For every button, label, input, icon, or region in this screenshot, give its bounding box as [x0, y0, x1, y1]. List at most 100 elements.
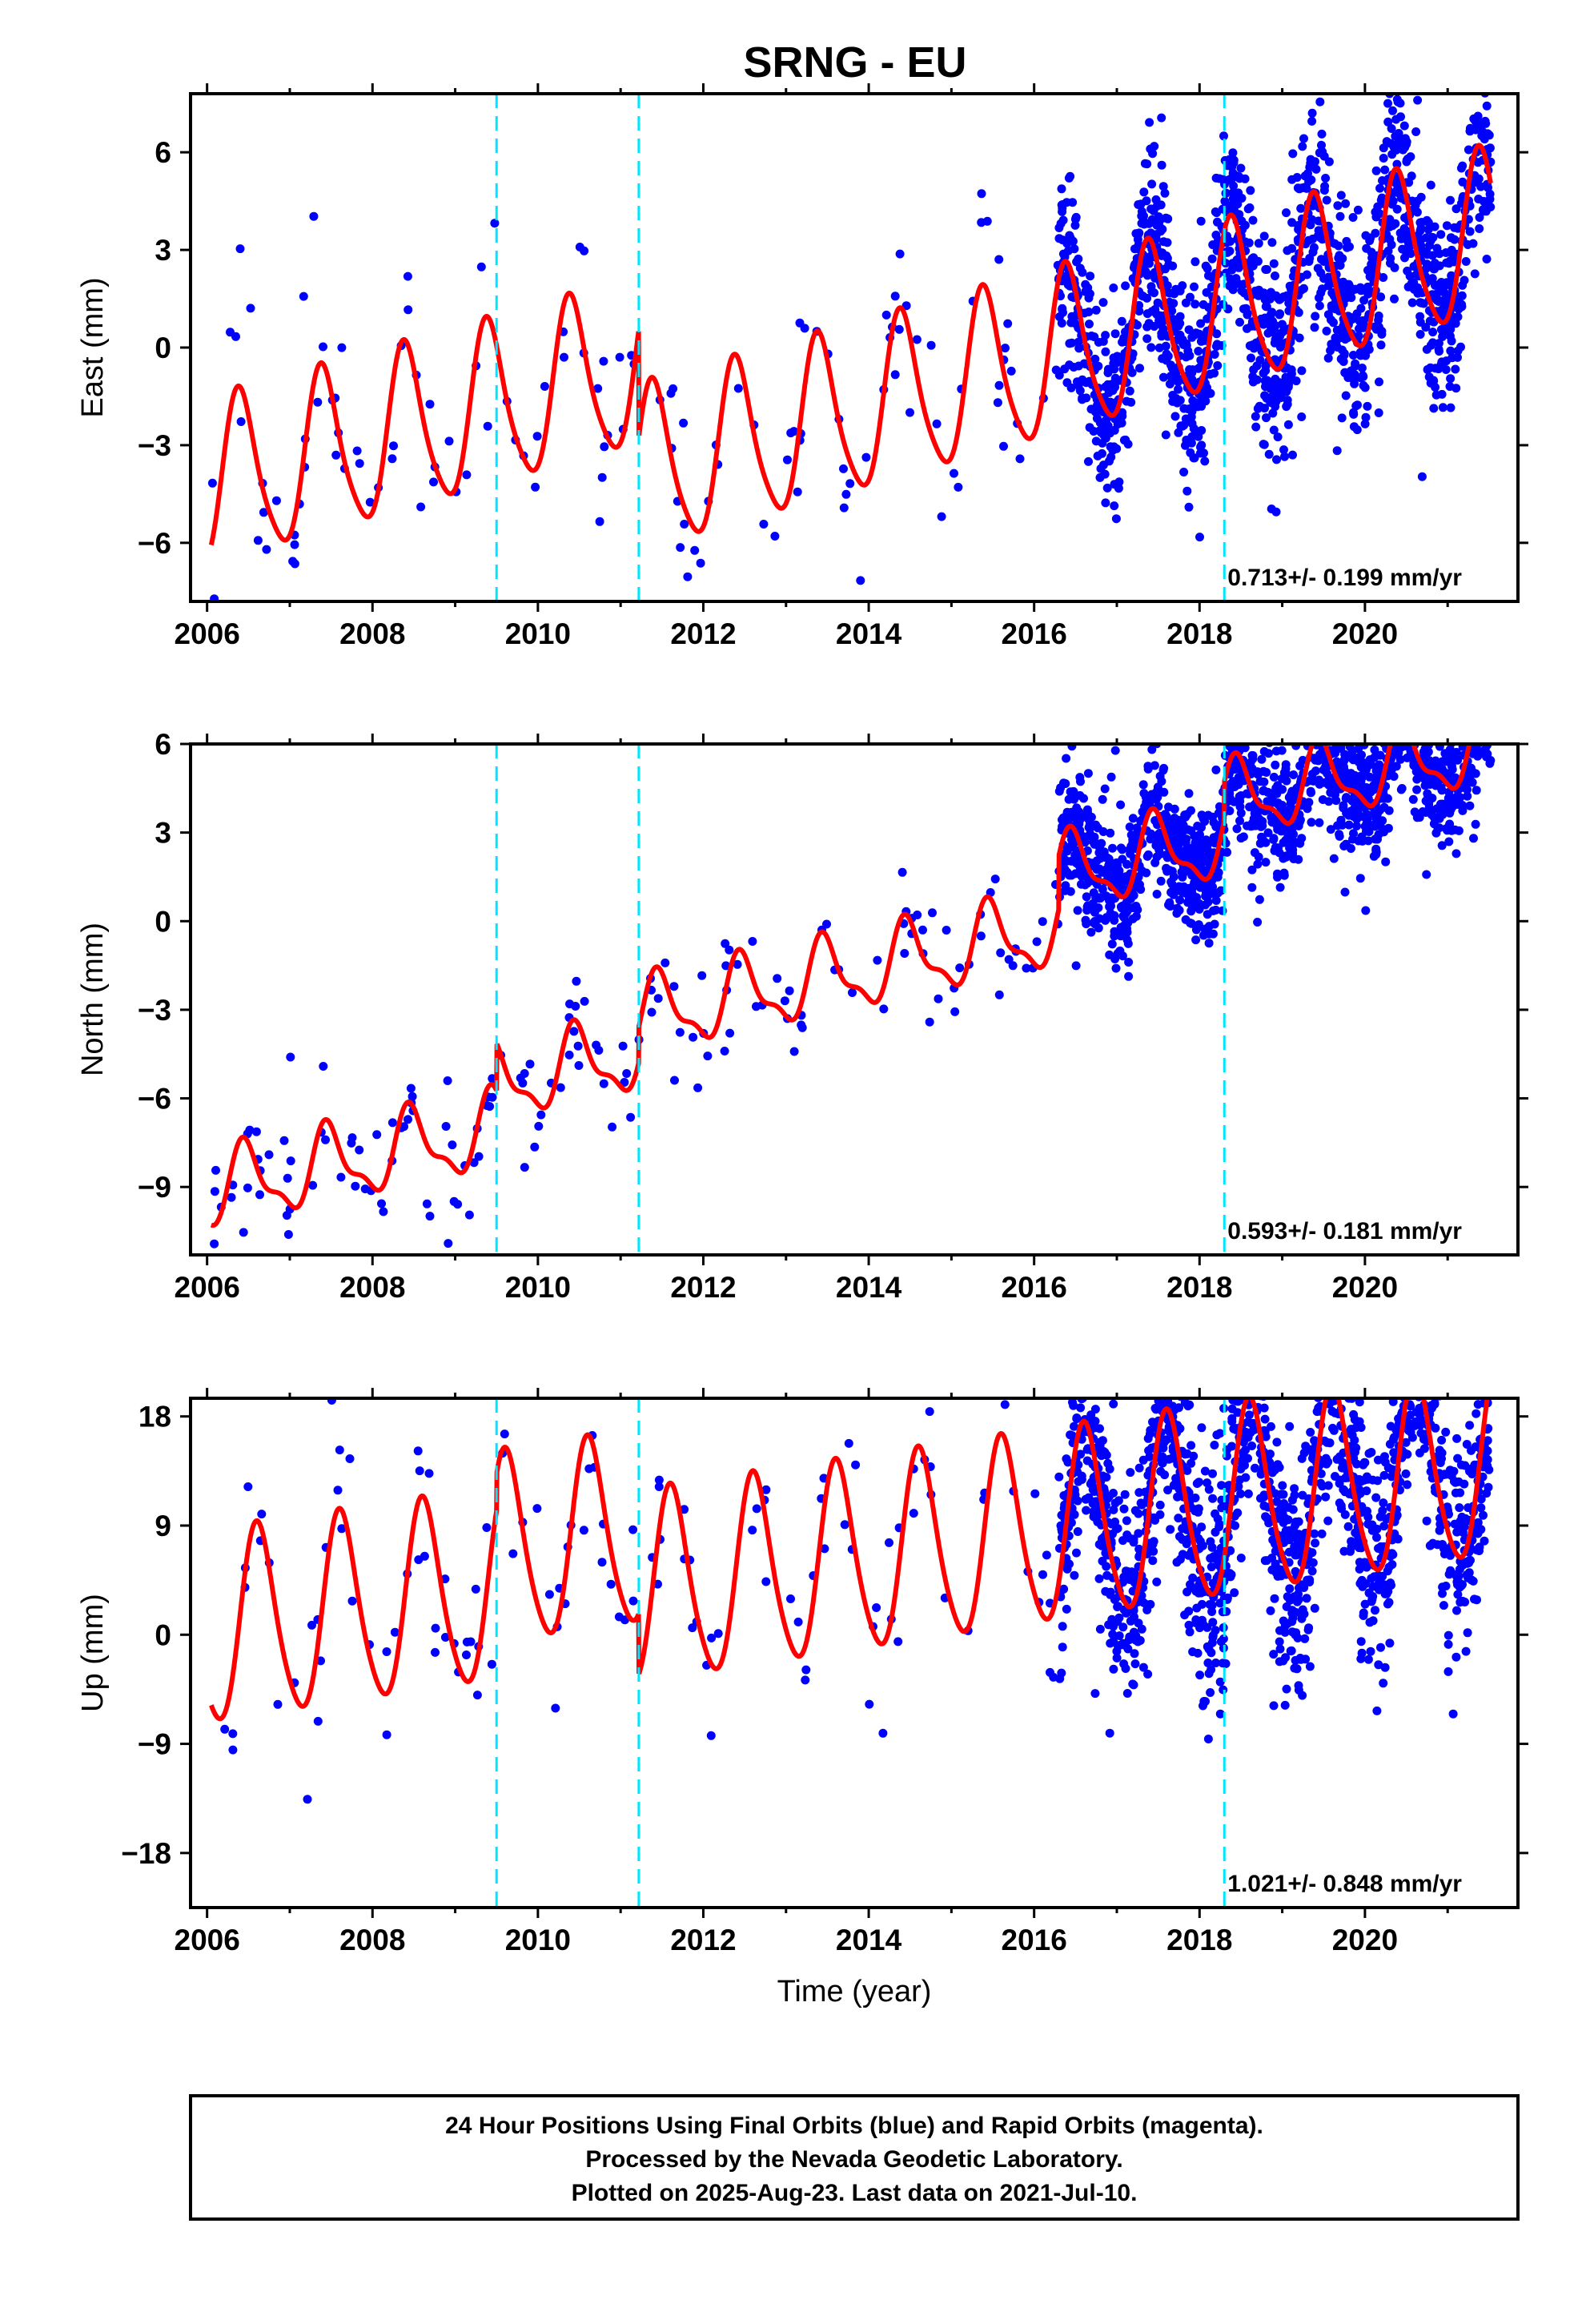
x-tick-label: 2018: [1166, 1271, 1232, 1304]
data-point: [1210, 1441, 1219, 1449]
data-point: [1321, 174, 1331, 183]
data-point: [1147, 1377, 1156, 1385]
data-point: [1472, 702, 1480, 711]
data-point: [333, 1486, 343, 1495]
data-point: [1374, 408, 1383, 417]
data-point: [1372, 733, 1381, 742]
data-point: [1283, 400, 1292, 409]
data-point: [1270, 1594, 1279, 1603]
data-point: [1246, 1307, 1255, 1316]
data-point: [1289, 770, 1299, 779]
data-point: [1312, 710, 1321, 719]
data-point: [1484, 1338, 1492, 1347]
data-point: [1435, 1458, 1445, 1467]
data-point: [618, 1041, 628, 1051]
data-point: [1169, 819, 1178, 829]
data-point: [1335, 260, 1345, 270]
data-point: [1090, 1689, 1100, 1699]
data-point: [251, 1127, 261, 1136]
data-point: [1203, 810, 1213, 820]
data-point: [1288, 450, 1297, 460]
data-point: [1482, 1386, 1491, 1395]
data-point: [1208, 906, 1218, 915]
data-point: [977, 218, 986, 227]
data-point: [1379, 1498, 1388, 1508]
data-point: [1324, 797, 1334, 806]
data-point: [1232, 824, 1242, 834]
data-point: [472, 1691, 482, 1700]
data-point: [1062, 754, 1071, 763]
data-point: [1298, 1490, 1307, 1500]
data-point: [1413, 1349, 1422, 1357]
data-point: [1352, 822, 1361, 830]
data-point: [1173, 1492, 1182, 1502]
data-point: [1098, 794, 1107, 804]
data-point: [1331, 1381, 1339, 1390]
data-point: [1182, 339, 1191, 348]
data-point: [1066, 383, 1076, 392]
x-tick-label: 2014: [836, 1271, 902, 1304]
data-point: [1228, 148, 1238, 158]
data-point: [1469, 834, 1478, 843]
data-point: [444, 1239, 453, 1248]
data-point: [1472, 720, 1481, 729]
data-point: [1335, 211, 1345, 221]
data-point: [1350, 370, 1359, 380]
data-point: [1203, 1478, 1212, 1488]
data-point: [1441, 710, 1450, 719]
data-point: [1358, 812, 1367, 822]
data-point: [1401, 699, 1410, 708]
data-point: [1179, 404, 1189, 413]
data-point: [588, 1384, 596, 1393]
data-point: [1246, 186, 1255, 195]
data-point: [1359, 1458, 1369, 1467]
data-point: [1125, 1575, 1134, 1584]
y-tick-label: −3: [138, 994, 171, 1027]
data-points-north: [210, 699, 1496, 1248]
data-point: [725, 1028, 735, 1038]
data-point: [1101, 347, 1110, 356]
data-point: [1363, 266, 1372, 275]
data-point: [1294, 821, 1303, 830]
data-point: [720, 1047, 729, 1055]
data-point: [1376, 340, 1386, 350]
data-point: [1401, 734, 1410, 742]
data-point: [1166, 1334, 1174, 1343]
data-point: [1310, 733, 1319, 742]
data-point: [1272, 1437, 1282, 1447]
data-point: [1221, 268, 1231, 278]
data-point: [1360, 419, 1370, 428]
data-point: [1058, 249, 1068, 259]
data-point: [1478, 127, 1488, 137]
data-point: [1178, 281, 1187, 291]
data-point: [1407, 1352, 1415, 1361]
data-point: [693, 1083, 703, 1092]
data-point: [1407, 1433, 1417, 1442]
data-point: [1125, 386, 1134, 396]
data-point: [1259, 368, 1268, 378]
data-point: [299, 292, 308, 301]
data-point: [1344, 820, 1354, 830]
data-point: [1058, 1622, 1067, 1631]
data-point: [1427, 1346, 1435, 1355]
data-point: [1446, 403, 1456, 412]
data-point: [1211, 1659, 1221, 1667]
data-point: [1467, 767, 1476, 777]
data-point: [1461, 55, 1470, 64]
data-point: [1474, 195, 1484, 203]
data-point: [1401, 726, 1410, 735]
data-point: [1166, 1525, 1175, 1534]
data-point: [355, 1145, 364, 1155]
data-point: [994, 255, 1004, 264]
data-point: [406, 1084, 416, 1093]
data-point: [1415, 218, 1425, 227]
data-point: [1086, 1296, 1095, 1305]
data-point: [1385, 726, 1394, 734]
data-point: [476, 262, 486, 271]
data-point: [1304, 798, 1314, 807]
data-point: [1387, 730, 1395, 738]
data-point: [1226, 1572, 1235, 1582]
data-point: [1323, 1369, 1331, 1377]
data-point: [1237, 1368, 1246, 1377]
data-point: [1116, 800, 1126, 810]
